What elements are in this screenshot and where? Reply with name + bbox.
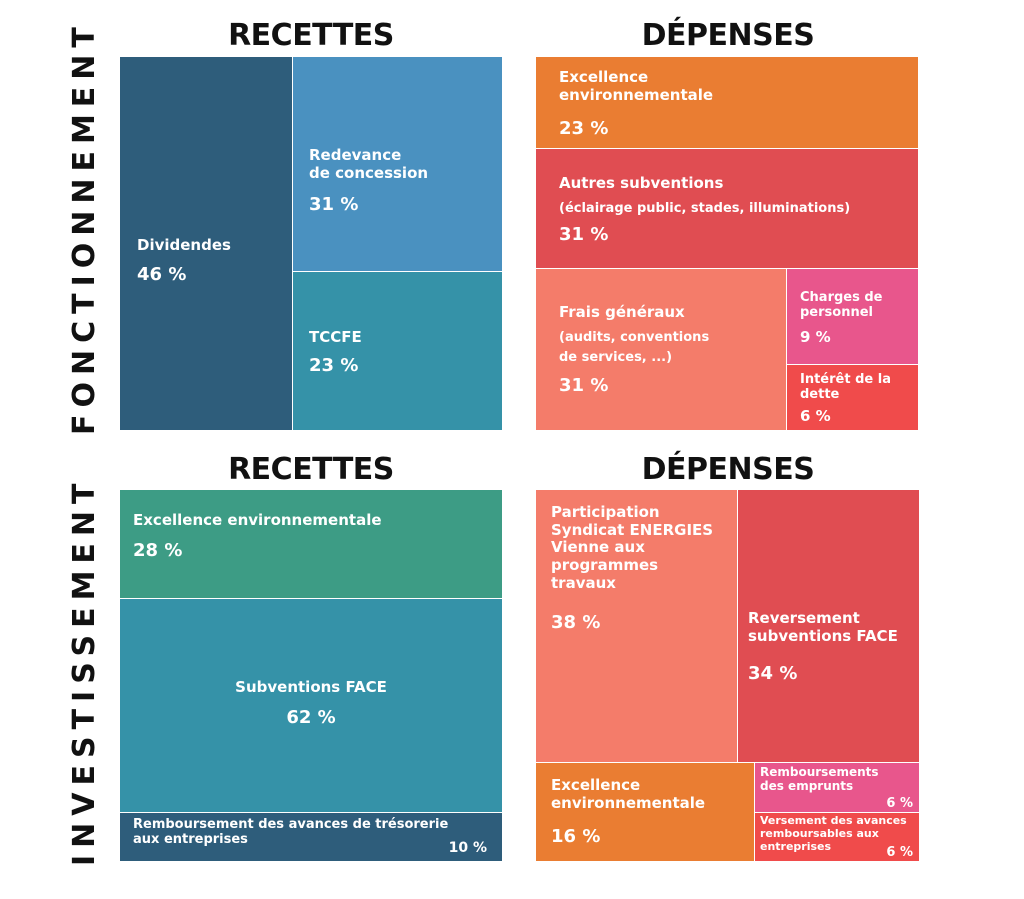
tile-label: Excellence environnementale xyxy=(551,776,706,812)
tile-label: Participation Syndicat ENERGIES Vienne aux… xyxy=(551,503,714,592)
section-label-investissement: INVESTISSEMENT xyxy=(67,476,102,867)
tile-value: 6 % xyxy=(886,845,913,860)
treemap-tile: Excellence environnementale 23 % xyxy=(535,56,919,149)
tile-value: 34 % xyxy=(748,663,798,684)
tile-label: Excellence environnementale xyxy=(559,68,714,104)
tile-value: 31 % xyxy=(559,375,609,396)
tile-value: 6 % xyxy=(800,407,831,425)
section-label-fonctionnement: FONCTIONNEMENT xyxy=(67,20,102,435)
tile-label: Versement des avances remboursables aux en… xyxy=(760,814,907,853)
tile-label: Redevance de concession xyxy=(309,146,429,182)
treemap-tile: Remboursement des avances de trésorerie a… xyxy=(119,812,503,862)
tile-value: 62 % xyxy=(286,707,336,728)
tile-value: 31 % xyxy=(309,194,359,215)
heading-depenses-investissement: DÉPENSES xyxy=(641,452,815,487)
tile-label: Remboursements des emprunts xyxy=(760,765,879,794)
tile-label: Reversement subventions FACE xyxy=(748,609,898,645)
tile-value: 28 % xyxy=(133,540,183,561)
treemap-tile: TCCFE 23 % xyxy=(292,271,503,431)
treemap-tile: Participation Syndicat ENERGIES Vienne aux… xyxy=(535,489,738,763)
tile-label: Frais généraux (audits, conventions de ser… xyxy=(559,303,782,369)
treemap-tile: Autres subventions (éclairage public, sta… xyxy=(535,148,919,269)
treemap-tile: Reversement subventions FACE 34 % xyxy=(737,489,920,763)
treemap-tile: Subventions FACE 62 % xyxy=(119,598,503,813)
tile-sublabel: (éclairage public, stades, illuminations… xyxy=(559,200,851,216)
tile-value: 31 % xyxy=(559,224,609,245)
tile-sublabel: (audits, conventions de services, ...) xyxy=(559,329,710,366)
tile-label: Subventions FACE xyxy=(235,678,387,696)
tile-value: 10 % xyxy=(448,840,487,856)
treemap-tile: Versement des avances remboursables aux en… xyxy=(754,812,920,862)
heading-recettes-fonctionnement: RECETTES xyxy=(228,18,394,53)
tile-label: Remboursement des avances de trésorerie a… xyxy=(133,817,449,848)
treemap-tile: Remboursements des emprunts 6 % xyxy=(754,762,920,813)
tile-label: Intérêt de la dette xyxy=(800,372,891,403)
tile-value: 6 % xyxy=(886,796,913,811)
treemap-tile: Intérêt de la dette 6 % xyxy=(786,364,919,431)
treemap-tile: Frais généraux (audits, conventions de ser… xyxy=(535,268,787,431)
treemap-tile: Charges de personnel 9 % xyxy=(786,268,919,365)
heading-recettes-investissement: RECETTES xyxy=(228,452,394,487)
treemap-tile: Dividendes 46 % xyxy=(119,56,293,431)
tile-value: 23 % xyxy=(309,355,359,376)
tile-label: Autres subventions (éclairage public, sta… xyxy=(559,174,914,219)
tile-label: Charges de personnel xyxy=(800,290,883,321)
tile-value: 38 % xyxy=(551,612,601,633)
tile-label: Dividendes xyxy=(137,236,231,254)
tile-label: TCCFE xyxy=(309,328,362,346)
tile-value: 23 % xyxy=(559,118,609,139)
heading-depenses-fonctionnement: DÉPENSES xyxy=(641,18,815,53)
tile-label: Excellence environnementale xyxy=(133,511,382,529)
tile-value: 9 % xyxy=(800,328,831,346)
treemap-tile: Excellence environnementale 28 % xyxy=(119,489,503,599)
treemap-tile: Redevance de concession 31 % xyxy=(292,56,503,272)
treemap-tile: Excellence environnementale 16 % xyxy=(535,762,755,862)
tile-value: 16 % xyxy=(551,826,601,847)
tile-value: 46 % xyxy=(137,264,187,285)
